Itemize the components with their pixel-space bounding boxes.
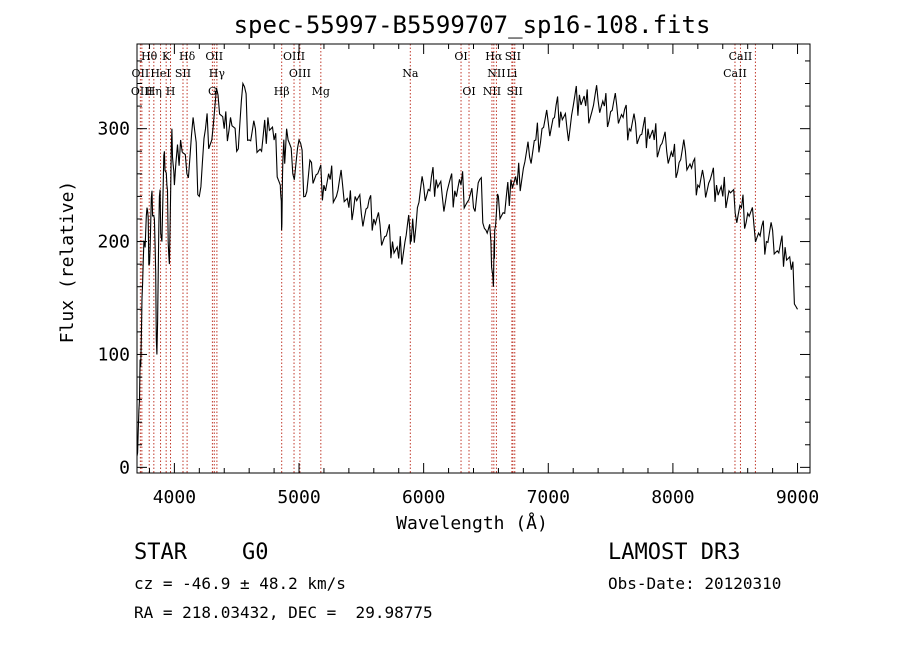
y-tick-label: 100 <box>97 344 130 365</box>
redshift-value: cz = -46.9 ± 48.2 km/s <box>134 574 346 593</box>
line-marker-label: OIII <box>289 67 311 80</box>
line-marker-label: Hθ <box>141 50 158 63</box>
line-markers <box>139 44 756 473</box>
line-marker-label: HeI <box>150 67 170 80</box>
line-marker-label: OIII <box>131 85 153 98</box>
x-tick-label: 5000 <box>277 487 320 508</box>
series-line-spectrum <box>136 81 798 457</box>
line-marker-label: Na <box>402 67 419 80</box>
line-marker-label: OI <box>454 50 467 63</box>
x-tick-label: 4000 <box>153 487 196 508</box>
line-marker-label: Hη <box>146 85 162 98</box>
line-marker-label: Hβ <box>274 85 290 98</box>
x-axis: 4000 5000 6000 7000 8000 9000 <box>148 44 819 508</box>
x-tick-label: 8000 <box>651 487 694 508</box>
y-axis-label: Flux (relative) <box>57 181 78 344</box>
coordinates: RA = 218.03432, DEC = 29.98775 <box>134 603 433 622</box>
object-type: STAR <box>134 540 187 565</box>
line-marker-label: Hα <box>485 50 503 63</box>
line-marker-label: Hγ <box>209 67 226 80</box>
x-axis-label: Wavelength (Å) <box>396 512 548 534</box>
line-marker-label: OII <box>132 67 150 80</box>
y-axis: 0 100 200 300 <box>97 60 810 478</box>
line-marker-label: CaII <box>729 50 753 63</box>
line-marker-label: SII <box>175 67 191 80</box>
observation-date: Obs-Date: 20120310 <box>608 574 782 593</box>
chart-title: spec-55997-B5599707_sp16-108.fits <box>234 11 711 39</box>
line-marker-label: H <box>166 85 176 98</box>
line-marker-label: OII <box>205 50 223 63</box>
y-tick-label: 300 <box>97 119 130 140</box>
line-marker-label: Hδ <box>179 50 196 63</box>
line-marker-label: OIII <box>283 50 305 63</box>
plot-frame <box>136 43 811 474</box>
survey-name: LAMOST DR3 <box>608 540 741 565</box>
spectral-subclass: G0 <box>242 540 269 565</box>
y-tick-label: 0 <box>119 457 130 478</box>
x-tick-label: 7000 <box>527 487 570 508</box>
line-marker-label: CaII <box>744 0 768 3</box>
line-marker-label: K <box>162 50 171 63</box>
y-tick-label: 200 <box>97 232 130 253</box>
line-marker-label: NII <box>487 67 505 80</box>
line-marker-label: Mg <box>312 85 330 98</box>
x-tick-label: 6000 <box>402 487 445 508</box>
line-marker-label: NII <box>483 85 501 98</box>
line-marker-label: G <box>208 85 217 98</box>
line-marker-label: SII <box>505 50 521 63</box>
line-marker-label: SII <box>507 85 523 98</box>
line-marker-label: OI <box>462 85 475 98</box>
line-marker-label: CaII <box>723 67 747 80</box>
line-marker-label: Li <box>506 67 517 80</box>
x-tick-label: 9000 <box>776 487 819 508</box>
